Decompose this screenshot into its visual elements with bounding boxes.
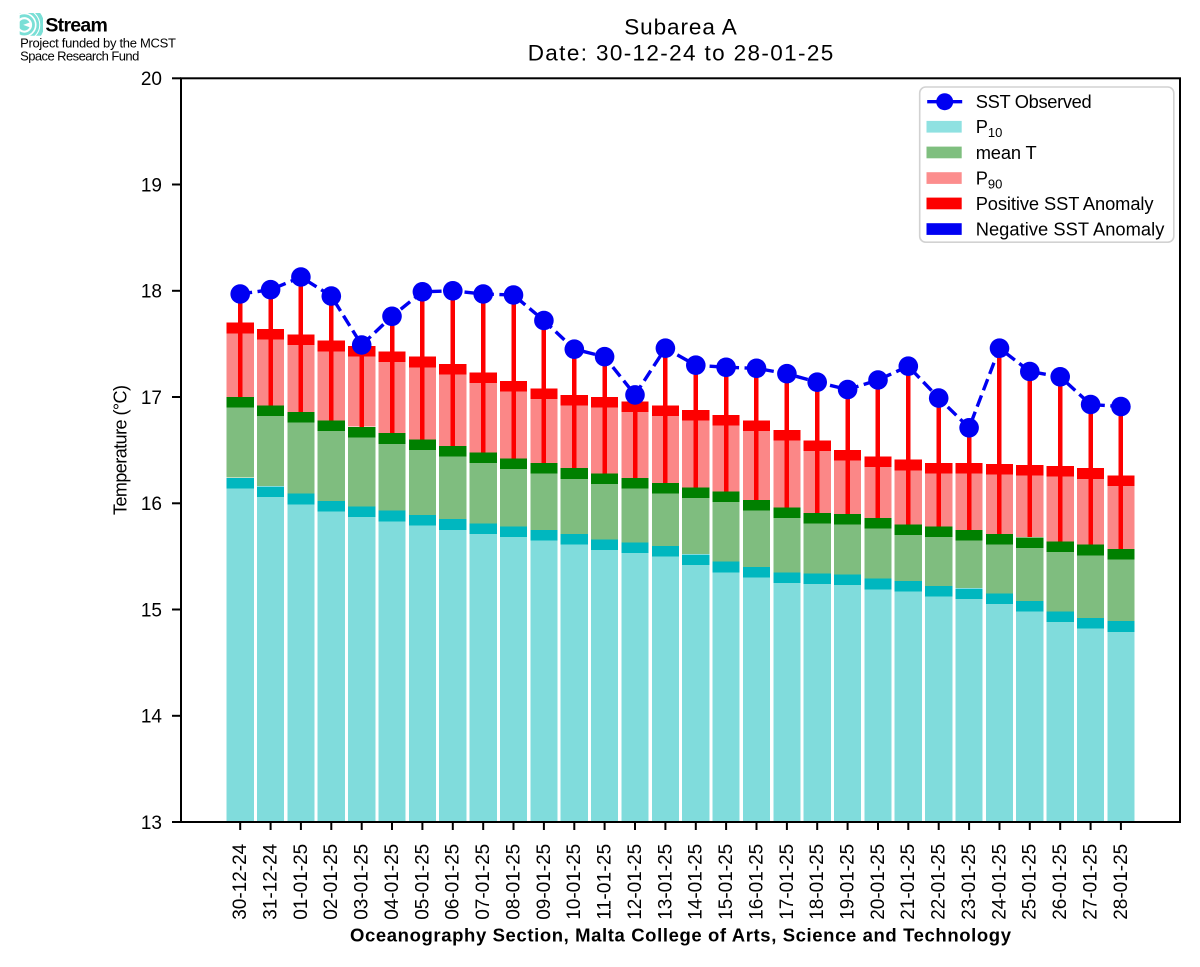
svg-text:12-01-25: 12-01-25 xyxy=(625,844,646,920)
svg-text:07-01-25: 07-01-25 xyxy=(473,844,494,920)
svg-text:Temperature (°C): Temperature (°C) xyxy=(111,385,131,515)
svg-text:09-01-25: 09-01-25 xyxy=(534,844,555,920)
svg-text:23-01-25: 23-01-25 xyxy=(959,844,980,920)
svg-text:Subarea A: Subarea A xyxy=(624,15,737,40)
svg-text:13: 13 xyxy=(141,813,162,834)
svg-text:20-01-25: 20-01-25 xyxy=(868,844,889,920)
svg-text:mean T: mean T xyxy=(976,142,1037,163)
svg-text:16: 16 xyxy=(141,494,162,515)
svg-text:05-01-25: 05-01-25 xyxy=(412,844,433,920)
svg-text:20: 20 xyxy=(141,69,162,90)
svg-text:30-12-24: 30-12-24 xyxy=(230,843,251,919)
svg-text:18-01-25: 18-01-25 xyxy=(807,844,828,920)
svg-text:Space Research Fund: Space Research Fund xyxy=(20,48,139,63)
svg-text:24-01-25: 24-01-25 xyxy=(989,844,1010,920)
svg-text:19: 19 xyxy=(141,175,162,196)
svg-text:11-01-25: 11-01-25 xyxy=(595,844,616,920)
svg-text:27-01-25: 27-01-25 xyxy=(1081,844,1102,920)
svg-text:28-01-25: 28-01-25 xyxy=(1111,844,1132,920)
svg-text:21-01-25: 21-01-25 xyxy=(898,844,919,920)
svg-text:02-01-25: 02-01-25 xyxy=(321,844,342,920)
svg-text:14-01-25: 14-01-25 xyxy=(686,844,707,920)
svg-text:14: 14 xyxy=(141,707,163,728)
svg-text:06-01-25: 06-01-25 xyxy=(443,844,464,920)
svg-text:Oceanography Section, Malta Co: Oceanography Section, Malta College of A… xyxy=(350,925,1012,946)
svg-text:Date: 30-12-24 to 28-01-25: Date: 30-12-24 to 28-01-25 xyxy=(528,41,834,66)
svg-text:16-01-25: 16-01-25 xyxy=(746,844,767,920)
svg-text:13-01-25: 13-01-25 xyxy=(655,844,676,920)
svg-text:10-01-25: 10-01-25 xyxy=(564,844,585,920)
svg-text:22-01-25: 22-01-25 xyxy=(929,844,950,920)
svg-text:19-01-25: 19-01-25 xyxy=(838,844,859,920)
svg-text:Project funded by the MCST: Project funded by the MCST xyxy=(20,36,176,51)
svg-text:SST Observed: SST Observed xyxy=(976,91,1092,112)
svg-text:17: 17 xyxy=(141,388,162,409)
svg-text:26-01-25: 26-01-25 xyxy=(1050,844,1071,920)
svg-text:08-01-25: 08-01-25 xyxy=(503,844,524,920)
svg-text:03-01-25: 03-01-25 xyxy=(352,844,373,920)
svg-text:18: 18 xyxy=(141,282,162,303)
svg-text:Negative SST Anomaly: Negative SST Anomaly xyxy=(976,218,1166,239)
svg-text:31-12-24: 31-12-24 xyxy=(261,843,282,919)
svg-text:15: 15 xyxy=(141,600,162,621)
svg-text:17-01-25: 17-01-25 xyxy=(777,844,798,920)
svg-text:04-01-25: 04-01-25 xyxy=(382,844,403,920)
svg-text:01-01-25: 01-01-25 xyxy=(291,844,312,920)
svg-text:Stream: Stream xyxy=(45,15,108,37)
svg-text:25-01-25: 25-01-25 xyxy=(1020,844,1041,920)
svg-text:Positive SST Anomaly: Positive SST Anomaly xyxy=(976,193,1155,214)
svg-text:15-01-25: 15-01-25 xyxy=(716,844,737,920)
